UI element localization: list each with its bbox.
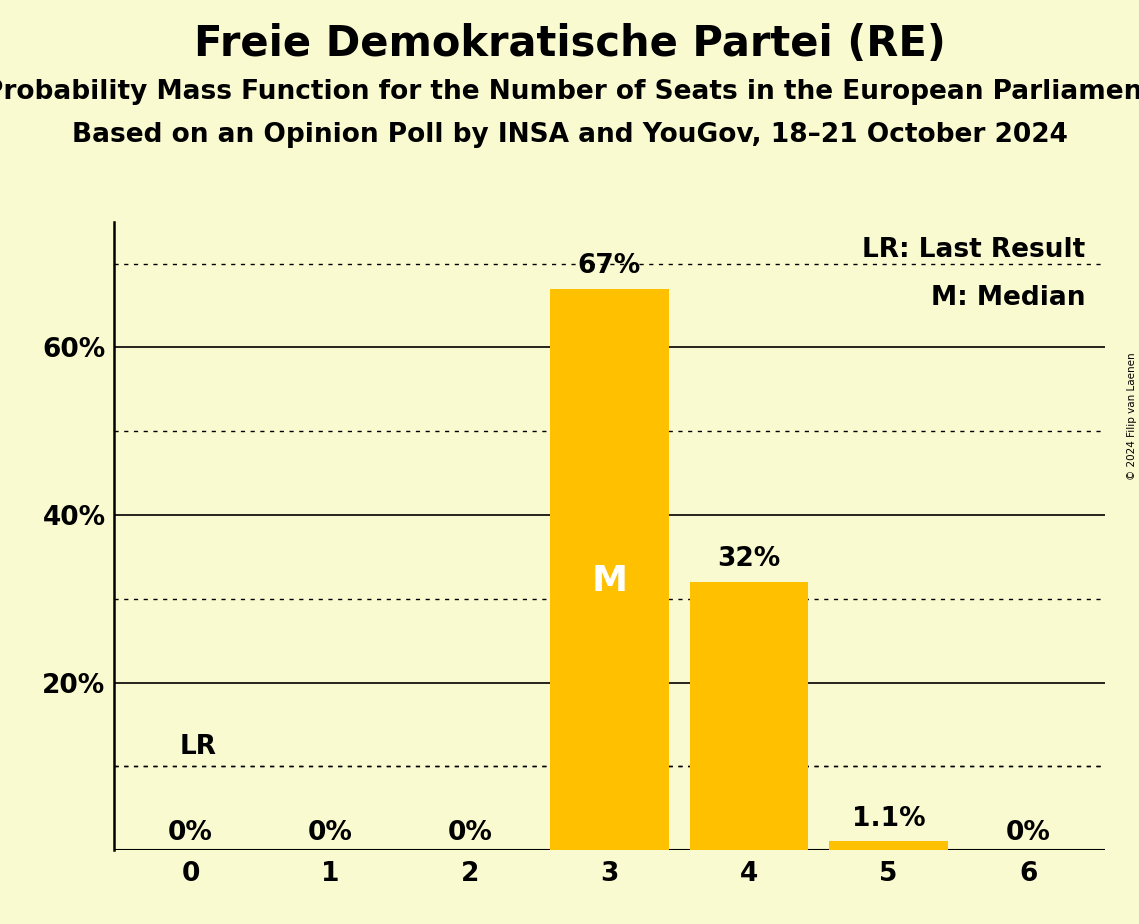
Text: 67%: 67% bbox=[577, 253, 641, 279]
Text: Probability Mass Function for the Number of Seats in the European Parliament: Probability Mass Function for the Number… bbox=[0, 79, 1139, 104]
Text: 0%: 0% bbox=[448, 820, 492, 845]
Text: Based on an Opinion Poll by INSA and YouGov, 18–21 October 2024: Based on an Opinion Poll by INSA and You… bbox=[72, 122, 1067, 148]
Text: 0%: 0% bbox=[308, 820, 353, 845]
Text: 1.1%: 1.1% bbox=[852, 807, 925, 833]
Text: LR: LR bbox=[179, 734, 216, 760]
Text: Freie Demokratische Partei (RE): Freie Demokratische Partei (RE) bbox=[194, 23, 945, 65]
Bar bbox=[550, 289, 669, 850]
Text: 0%: 0% bbox=[169, 820, 213, 845]
Text: 32%: 32% bbox=[718, 546, 780, 572]
Text: 0%: 0% bbox=[1006, 820, 1050, 845]
Bar bbox=[689, 582, 809, 850]
Text: LR: Last Result: LR: Last Result bbox=[862, 237, 1085, 263]
Text: © 2024 Filip van Laenen: © 2024 Filip van Laenen bbox=[1126, 352, 1137, 480]
Bar bbox=[829, 841, 948, 850]
Text: M: M bbox=[591, 564, 628, 598]
Text: M: Median: M: Median bbox=[931, 285, 1085, 310]
